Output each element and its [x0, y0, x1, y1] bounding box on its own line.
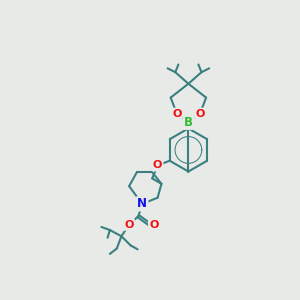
Text: N: N [137, 197, 147, 210]
Text: B: B [184, 116, 193, 129]
Text: O: O [149, 220, 158, 230]
Text: O: O [172, 109, 182, 119]
Text: O: O [124, 220, 134, 230]
Text: O: O [195, 109, 205, 119]
Text: O: O [153, 160, 162, 170]
